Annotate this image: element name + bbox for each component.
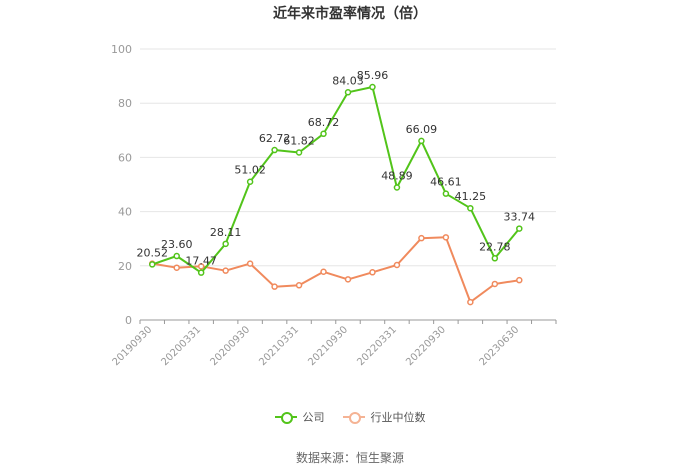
legend: 公司 行业中位数	[0, 409, 700, 425]
data-point-industry-1	[173, 264, 180, 271]
data-label-company-6: 61.82	[283, 134, 315, 147]
data-point-company-5	[271, 146, 278, 154]
data-label-company-12: 46.61	[430, 176, 462, 189]
data-point-industry-11	[418, 234, 425, 242]
y-tick-label-0: 0	[125, 314, 132, 327]
legend-industry-label: 行业中位数	[370, 411, 426, 424]
x-tick-label-20210331: 20210331	[257, 324, 301, 368]
data-point-industry-10	[393, 261, 401, 269]
legend-industry-marker-icon	[342, 411, 365, 424]
x-tick-label-20220331: 20220331	[355, 324, 399, 368]
data-point-company-4	[246, 178, 254, 185]
data-label-company-8: 84.03	[332, 74, 364, 87]
data-point-industry-15	[516, 276, 523, 284]
x-tick-label-20200331: 20200331	[160, 324, 204, 368]
x-tick-label-20220930: 20220930	[404, 324, 448, 368]
data-label-company-11: 66.09	[406, 123, 438, 136]
data-point-company-6	[295, 149, 303, 156]
data-point-industry-3	[222, 267, 229, 274]
y-tick-label-60: 60	[118, 151, 132, 164]
data-point-company-11	[418, 137, 425, 145]
x-tick-label-20200930: 20200930	[208, 324, 252, 368]
x-tick-label-20210930: 20210930	[306, 324, 350, 368]
data-point-company-7	[320, 130, 327, 138]
data-point-company-12	[442, 190, 450, 197]
series-line-company	[151, 86, 521, 274]
data-point-industry-2	[197, 263, 205, 270]
data-point-industry-12	[442, 234, 450, 241]
y-tick-label-20: 20	[118, 260, 132, 273]
legend-company-label: 公司	[302, 411, 325, 424]
data-label-company-10: 48.89	[381, 170, 413, 183]
data-point-company-9	[369, 83, 376, 91]
data-point-industry-7	[320, 268, 327, 276]
data-label-company-14: 22.78	[479, 240, 511, 253]
x-tick-label-20190930: 20190930	[111, 324, 155, 368]
data-label-company-0: 20.52	[136, 246, 168, 259]
data-label-company-7: 68.72	[308, 116, 340, 129]
y-tick-label-40: 40	[118, 206, 132, 219]
data-label-company-5: 62.72	[259, 132, 291, 145]
data-label-company-2: 17.47	[185, 255, 217, 268]
y-tick-label-100: 100	[111, 43, 132, 56]
legend-item-company[interactable]: 公司	[274, 409, 325, 425]
data-label-company-4: 51.02	[234, 164, 266, 177]
data-label-company-15: 33.74	[504, 211, 536, 224]
data-point-company-3	[222, 240, 229, 248]
data-label-company-3: 28.11	[210, 226, 242, 239]
data-point-industry-4	[246, 260, 254, 267]
data-point-company-15	[516, 225, 523, 232]
data-label-company-9: 85.96	[357, 69, 389, 82]
data-point-industry-14	[491, 280, 499, 288]
chart-title: 近年来市盈率情况（倍）	[273, 6, 427, 22]
data-point-company-1	[173, 252, 180, 260]
data-point-company-0	[148, 261, 156, 268]
data-point-company-13	[467, 204, 474, 212]
data-point-company-2	[197, 269, 205, 276]
data-point-company-14	[491, 255, 499, 262]
legend-company-marker-icon	[274, 411, 297, 424]
data-point-industry-6	[295, 282, 303, 289]
data-point-industry-5	[271, 283, 278, 290]
data-point-company-8	[344, 89, 352, 96]
data-point-company-10	[393, 184, 401, 191]
data-source: 数据来源：恒生聚源	[295, 451, 404, 465]
data-point-industry-13	[467, 298, 474, 306]
data-label-company-13: 41.25	[455, 190, 487, 203]
series-line-industry	[152, 236, 520, 304]
data-label-company-1: 23.60	[161, 238, 193, 251]
y-tick-label-80: 80	[118, 97, 132, 110]
data-point-industry-9	[369, 269, 376, 276]
x-tick-label-20230630: 20230630	[478, 324, 522, 368]
data-point-industry-8	[344, 276, 352, 283]
legend-item-industry[interactable]: 行业中位数	[342, 409, 426, 425]
